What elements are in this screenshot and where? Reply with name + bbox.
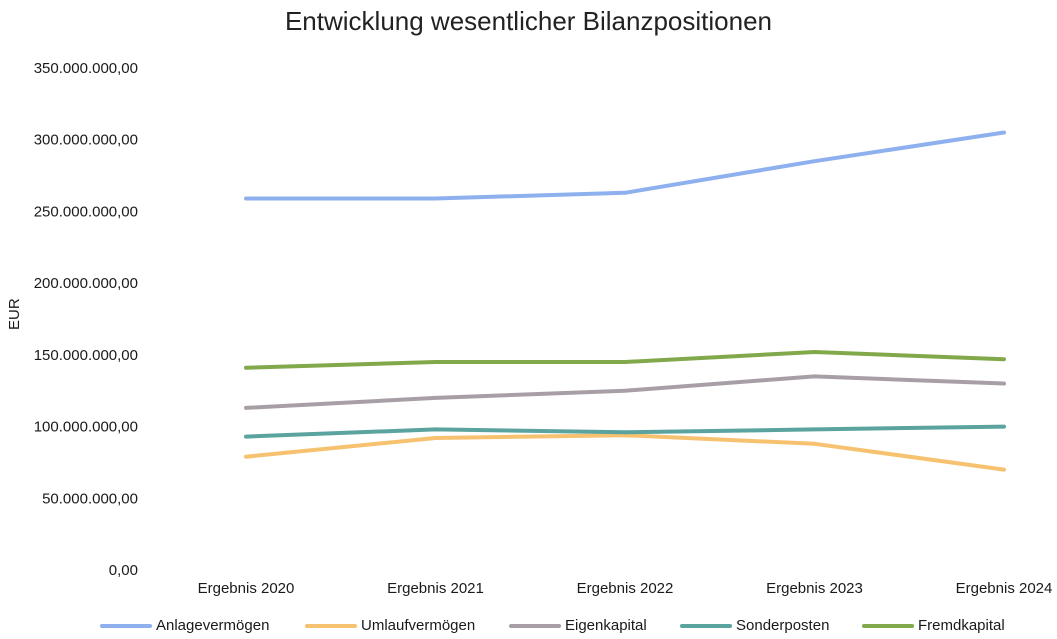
- legend-swatch: [305, 623, 357, 628]
- series-line-1: [244, 433, 1006, 472]
- legend-item: Fremdkapital: [862, 617, 1005, 634]
- chart-title: Entwicklung wesentlicher Bilanzpositione…: [284, 6, 773, 36]
- y-tick-label: 350.000.000,00: [34, 60, 138, 77]
- legend-label: Sonderposten: [736, 617, 830, 634]
- legend-swatch: [509, 623, 561, 628]
- y-tick-label: 0,00: [109, 562, 138, 579]
- series-line-0: [244, 130, 1006, 201]
- legend: Anlagevermögen Umlaufvermögen Eigenkapital…: [0, 617, 1057, 639]
- y-tick-label: 150.000.000,00: [34, 347, 138, 364]
- x-axis-ticks: Ergebnis 2020 Ergebnis 2021 Ergebnis 2022 E…: [198, 580, 1053, 597]
- x-tick-label: Ergebnis 2024: [956, 580, 1053, 597]
- legend-label: Umlaufvermögen: [361, 617, 476, 634]
- x-tick-label: Ergebnis 2023: [766, 580, 863, 597]
- legend-label: Fremdkapital: [918, 617, 1005, 634]
- legend-swatch: [100, 623, 152, 628]
- y-tick-label: 300.000.000,00: [34, 132, 138, 149]
- y-tick-label: 50.000.000,00: [42, 490, 138, 507]
- y-tick-label: 100.000.000,00: [34, 419, 138, 436]
- legend-label: Anlagevermögen: [156, 617, 270, 634]
- y-axis-ticks: 0,00 50.000.000,00 100.000.000,00 150.000.0…: [34, 60, 138, 579]
- legend-item: Umlaufvermögen: [305, 617, 475, 634]
- legend-swatch: [680, 623, 732, 628]
- series-line-2: [244, 374, 1006, 410]
- legend-swatch: [862, 623, 914, 628]
- x-tick-label: Ergebnis 2021: [387, 580, 484, 597]
- series-line-3: [244, 424, 1006, 439]
- series-line-4: [244, 350, 1006, 370]
- series-lines: [244, 130, 1006, 472]
- y-tick-label: 200.000.000,00: [34, 275, 138, 292]
- y-tick-label: 250.000.000,00: [34, 203, 138, 220]
- x-tick-label: Ergebnis 2022: [577, 580, 674, 597]
- legend-item: Anlagevermögen: [100, 617, 269, 634]
- legend-item: Sonderposten: [680, 617, 829, 634]
- x-tick-label: Ergebnis 2020: [198, 580, 295, 597]
- legend-label: Eigenkapital: [565, 617, 647, 634]
- line-chart: 0,00 50.000.000,00 100.000.000,00 150.000.0…: [34, 60, 1053, 597]
- legend-item: Eigenkapital: [509, 617, 647, 634]
